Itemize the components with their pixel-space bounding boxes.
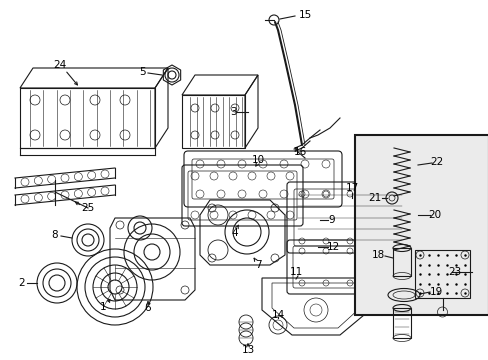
Bar xyxy=(414,250,469,298)
Text: 18: 18 xyxy=(370,250,384,260)
Text: 23: 23 xyxy=(447,267,461,277)
Text: 22: 22 xyxy=(429,157,443,167)
Text: 8: 8 xyxy=(52,230,58,240)
Text: 6: 6 xyxy=(144,303,151,313)
Bar xyxy=(354,135,488,315)
Bar xyxy=(354,135,488,315)
Text: 9: 9 xyxy=(328,215,335,225)
Text: 3: 3 xyxy=(229,107,236,117)
Text: 5: 5 xyxy=(139,67,145,77)
Text: 13: 13 xyxy=(241,345,254,355)
Text: 1: 1 xyxy=(100,302,106,312)
Text: 25: 25 xyxy=(81,203,95,213)
Text: 15: 15 xyxy=(298,10,311,20)
Text: 7: 7 xyxy=(254,260,261,270)
Text: 24: 24 xyxy=(53,60,66,70)
Text: 2: 2 xyxy=(19,278,25,288)
Text: 14: 14 xyxy=(271,310,284,320)
Text: 16: 16 xyxy=(293,147,306,157)
Bar xyxy=(392,308,410,338)
Text: 19: 19 xyxy=(428,287,442,297)
Text: 4: 4 xyxy=(231,228,238,238)
Text: 17: 17 xyxy=(345,183,358,193)
Text: 20: 20 xyxy=(427,210,441,220)
Text: 11: 11 xyxy=(289,267,302,277)
Text: 10: 10 xyxy=(251,155,264,165)
Text: 21: 21 xyxy=(367,193,381,203)
Text: 12: 12 xyxy=(325,242,339,252)
Bar xyxy=(392,248,410,276)
